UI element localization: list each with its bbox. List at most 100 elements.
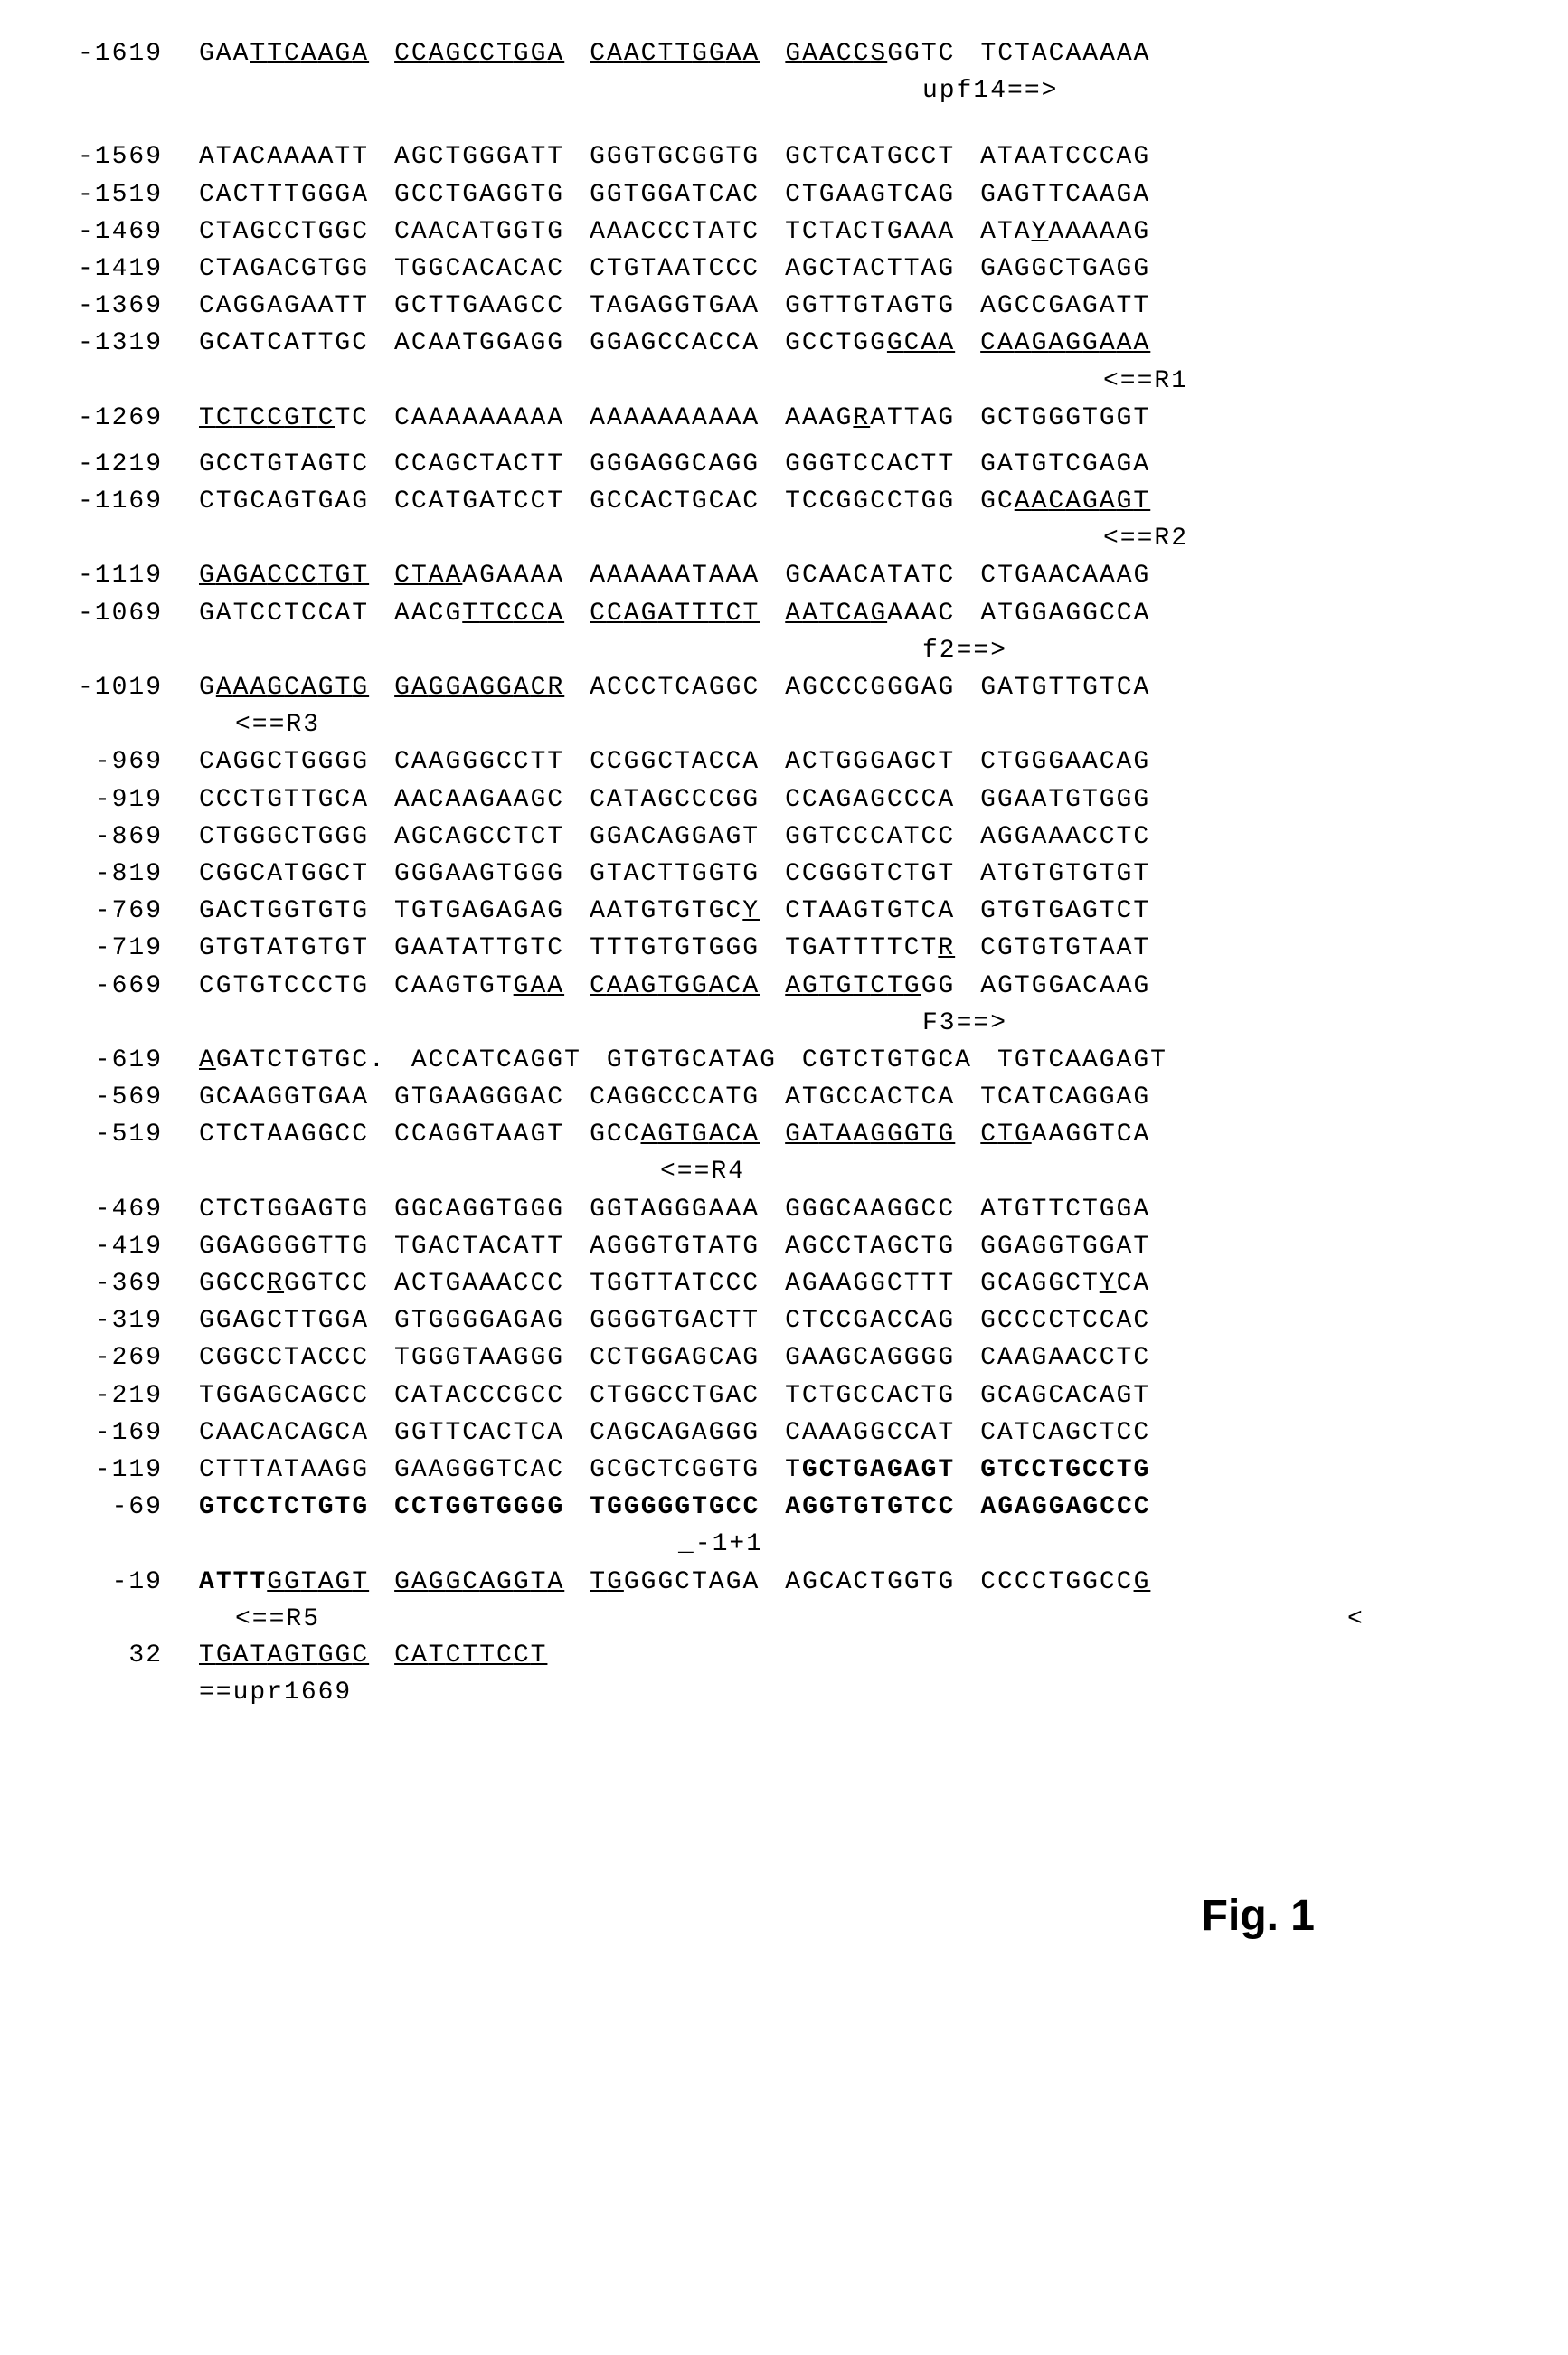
sequence-block: CCAGCTACTT (394, 447, 564, 482)
sequence-row: 32TGATAGTGGCCATCTTCCT (27, 1638, 1541, 1673)
position-label: -769 (27, 894, 199, 929)
sequence-row: -519CTCTAAGGCCCCAGGTAAGTGCCAGTGACAGATAAG… (27, 1117, 1541, 1152)
sequence-block: AAAGRATTAG (785, 401, 955, 436)
position-label: -319 (27, 1303, 199, 1338)
sequence-row: -1419CTAGACGTGGTGGCACACACCTGTAATCCCAGCTA… (27, 251, 1541, 287)
sequence-block: GCCAGTGACA (590, 1117, 760, 1152)
sequence-block: GCAGCACAGT (980, 1378, 1150, 1414)
sequence-block: AGCAGCCTCT (394, 819, 564, 855)
sequence-block: AGCACTGGTG (785, 1565, 955, 1600)
sequence-block: GGGGTGACTT (590, 1303, 760, 1338)
position-label: -1069 (27, 596, 199, 631)
position-label: -1419 (27, 251, 199, 287)
sequence-block: GCTCATGCCT (785, 139, 955, 175)
sequence-block: TGTCAAGAGT (997, 1043, 1167, 1078)
sequence-block: CAGGAGAATT (199, 288, 369, 324)
sequence-row: -969CAGGCTGGGGCAAGGGCCTTCCGGCTACCAACTGGG… (27, 744, 1541, 780)
sequence-block: TGACTACATT (394, 1229, 564, 1264)
sequence-row: -719GTGTATGTGTGAATATTGTCTTTGTGTGGGTGATTT… (27, 931, 1541, 966)
sequence-block: CTGAACAAAG (980, 558, 1150, 593)
sequence-block: ATAYAAAAAG (980, 214, 1150, 250)
sequence-block: CCAGGTAAGT (394, 1117, 564, 1152)
sequence-block: CAGCAGAGGG (590, 1415, 760, 1451)
sequence-row: -1069GATCCTCCATAACGTTCCCACCAGATTTCTAATCA… (27, 596, 1541, 631)
sequence-block: GGCCRGGTCC (199, 1266, 369, 1301)
sequence-row: -1469CTAGCCTGGCCAACATGGTGAAACCCTATCTCTAC… (27, 214, 1541, 250)
sequence-block: GCAACATATC (785, 558, 955, 593)
sequence-row: -169CAACACAGCAGGTTCACTCACAGCAGAGGGCAAAGG… (27, 1415, 1541, 1451)
primer-annotation: _-1+1 (27, 1527, 1541, 1562)
sequence-block: CTCCGACCAG (785, 1303, 955, 1338)
sequence-row: -119CTTTATAAGGGAAGGGTCACGCGCTCGGTGTGCTGA… (27, 1452, 1541, 1488)
sequence-row: -219TGGAGCAGCCCATACCCGCCCTGGCCTGACTCTGCC… (27, 1378, 1541, 1414)
sequence-block: GGTAGGGAAA (590, 1192, 760, 1227)
sequence-block: AGAGGAGCCC (981, 1490, 1151, 1525)
sequence-block: CGTGTCCCTG (199, 969, 369, 1004)
primer-annotation: <==R1 (27, 364, 1541, 399)
sequence-block: AGCCTAGCTG (785, 1229, 955, 1264)
sequence-block: TGGGGGTGCC (590, 1490, 760, 1525)
position-label: -519 (27, 1117, 199, 1152)
sequence-block: GGAGCCACCA (590, 326, 760, 361)
sequence-block: AGCTACTTAG (785, 251, 955, 287)
sequence-block: GTGGGGAGAG (394, 1303, 564, 1338)
sequence-row: -569GCAAGGTGAAGTGAAGGGACCAGGCCCATGATGCCA… (27, 1080, 1541, 1115)
sequence-block: CCTGGTGGGG (394, 1490, 564, 1525)
sequence-block: ACCCTCAGGC (590, 670, 760, 705)
sequence-block: TCTCCGTCTC (199, 401, 369, 436)
sequence-block: CCCCTGGCCG (980, 1565, 1150, 1600)
sequence-row: -1319GCATCATTGCACAATGGAGGGGAGCCACCAGCCTG… (27, 326, 1541, 361)
position-label: -669 (27, 969, 199, 1004)
position-label: -1319 (27, 326, 199, 361)
sequence-block: TCATCAGGAG (980, 1080, 1150, 1115)
sequence-block: TCCGGCCTGG (785, 484, 955, 519)
sequence-block: ATTTGGTAGT (199, 1565, 369, 1600)
sequence-block: CACTTTGGGA (199, 177, 369, 213)
sequence-block: TAGAGGTGAA (590, 288, 760, 324)
sequence-block: ACAATGGAGG (394, 326, 564, 361)
sequence-block: CTCTGGAGTG (199, 1192, 369, 1227)
sequence-block: AGATCTGTGC. (199, 1043, 386, 1078)
sequence-block: GACTGGTGTG (199, 894, 369, 929)
position-label: -1019 (27, 670, 199, 705)
sequence-block: GATAAGGGTG (785, 1117, 955, 1152)
sequence-block: AGTGTCTGGG (785, 969, 955, 1004)
sequence-block: GCTGGGTGGT (980, 401, 1150, 436)
sequence-block: CGTGTGTAAT (980, 931, 1150, 966)
sequence-block: GGACAGGAGT (590, 819, 760, 855)
sequence-block: GCAGGCTYCA (980, 1266, 1150, 1301)
sequence-block: GAGGAGGACR (394, 670, 564, 705)
sequence-block: CATACCCGCC (394, 1378, 564, 1414)
sequence-block: GTGTGCATAG (607, 1043, 777, 1078)
sequence-block: CCATGATCCT (394, 484, 564, 519)
sequence-block: GAAGGGTCAC (394, 1452, 564, 1488)
sequence-block: GGTTGTAGTG (785, 288, 955, 324)
sequence-block: GATCCTCCAT (199, 596, 369, 631)
sequence-block: CAAGTGGACA (590, 969, 760, 1004)
sequence-block: CAAGTGTGAA (394, 969, 564, 1004)
sequence-block: CTGAAGTCAG (785, 177, 955, 213)
sequence-block: GCAAGGTGAA (199, 1080, 369, 1115)
sequence-block: GCAACAGAGT (980, 484, 1150, 519)
sequence-row: -269CGGCCTACCCTGGGTAAGGGCCTGGAGCAGGAAGCA… (27, 1340, 1541, 1376)
sequence-row: -469CTCTGGAGTGGGCAGGTGGGGGTAGGGAAAGGGCAA… (27, 1192, 1541, 1227)
sequence-block: CAACTTGGAA (590, 36, 760, 71)
sequence-block: ACTGGGAGCT (785, 744, 955, 780)
sequence-block: CTGAAGGTCA (980, 1117, 1150, 1152)
sequence-block: CCTGGAGCAG (590, 1340, 760, 1376)
sequence-block: TGGGTAAGGG (394, 1340, 564, 1376)
sequence-block: CTAAGTGTCA (785, 894, 955, 929)
sequence-block: CATCTTCCT (394, 1638, 547, 1673)
sequence-block: GAAAGCAGTG (199, 670, 369, 705)
position-label: -1169 (27, 484, 199, 519)
sequence-block: CAGGCCCATG (590, 1080, 760, 1115)
primer-annotation: <==R2 (27, 521, 1541, 556)
sequence-block: AGCCGAGATT (980, 288, 1150, 324)
position-label: -1119 (27, 558, 199, 593)
sequence-block: ATAATCCCAG (980, 139, 1150, 175)
position-label: -369 (27, 1266, 199, 1301)
sequence-block: GGTTCACTCA (394, 1415, 564, 1451)
sequence-block: TGATAGTGGC (199, 1638, 369, 1673)
sequence-block: AACGTTCCCA (394, 596, 564, 631)
sequence-listing: -1619GAATTCAAGACCAGCCTGGACAACTTGGAAGAACC… (27, 36, 1541, 1710)
